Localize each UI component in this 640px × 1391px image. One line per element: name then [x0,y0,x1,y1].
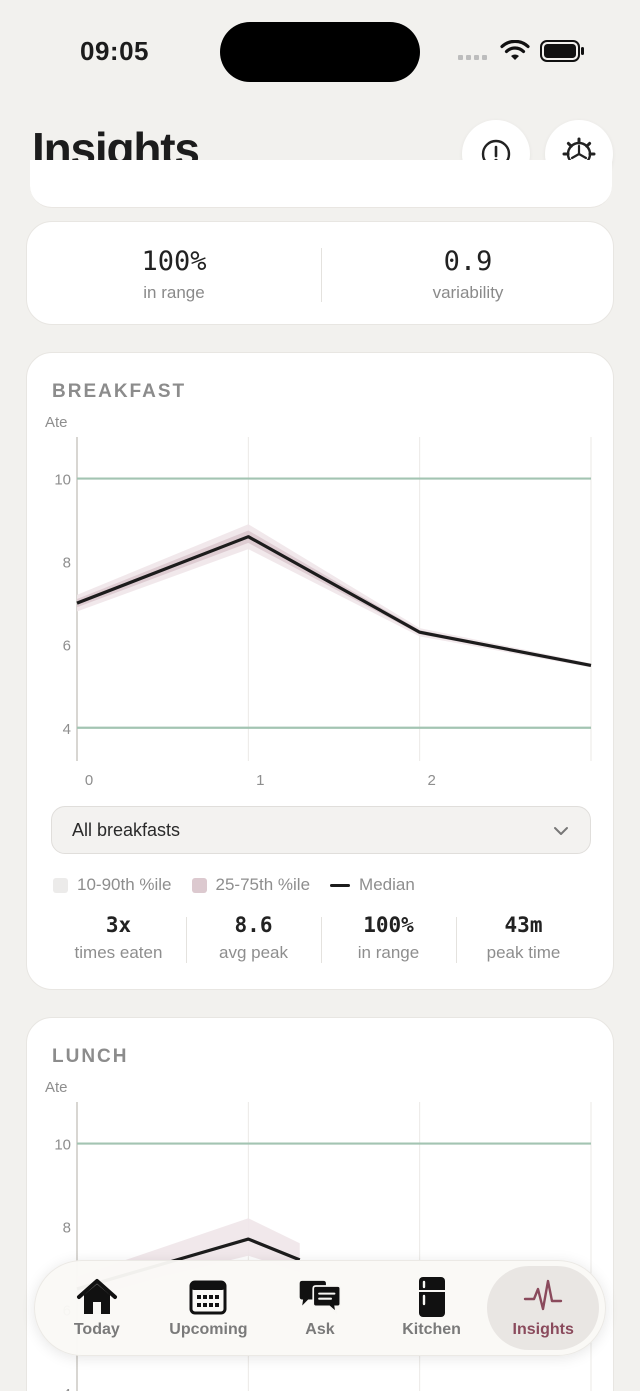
legend-swatch [330,883,351,887]
chart-legend: 10-90th %ile 25-75th %ile Median [53,875,435,895]
legend-label: Median [359,875,415,894]
median-line [76,535,592,668]
tab-label: Upcoming [169,1321,248,1338]
chevron-down-icon [554,827,568,835]
cellular-signal-icon [458,55,487,60]
meal-stats: 3x times eaten 8.6 avg peak 100% in rang… [51,913,591,969]
y-axis-title: Ate [45,414,68,431]
legend-swatch [53,877,68,893]
tab-ask[interactable]: Ask [264,1266,376,1350]
breakfast-card: BREAKFAST Ate 4 6 8 10 0 1 2 All breakfasts 10-… [26,352,614,990]
meal-filter-value: All breakfasts [72,819,181,840]
legend-iqr-band: 25-75th %ile [191,875,311,895]
legend-median: Median [330,875,415,895]
stat-peak-time: 43m peak time [456,913,591,969]
variability-value: 0.9 [443,246,493,277]
y-tick-label: 8 [63,1220,71,1237]
percentile-band [77,524,591,668]
x-tick-label: 0 [85,772,93,789]
tab-label: Ask [305,1321,335,1338]
status-bar: 09:05 [0,0,640,100]
percentile-band [77,530,591,667]
status-time: 09:05 [80,36,149,66]
in-range-value: 100% [141,246,207,277]
stat-label: times eaten [74,943,163,962]
divider [321,248,322,302]
calendar-icon [186,1277,230,1317]
in-range-summary: 100% in range [27,222,321,326]
wifi-icon [500,40,530,60]
home-icon [75,1277,119,1317]
stat-in-range: 100% in range [321,913,456,969]
fridge-icon [410,1277,454,1317]
summary-card: 100% in range 0.9 variability [26,221,614,325]
legend-label: 25-75th %ile [215,875,311,894]
x-tick-label: 2 [427,772,435,789]
variability-label: variability [432,283,504,302]
stat-value: 8.6 [234,913,273,937]
y-tick-label: 10 [54,1137,71,1154]
chat-icon [298,1277,342,1317]
stat-times-eaten: 3x times eaten [51,913,186,969]
battery-icon [540,40,584,62]
y-axis-title: Ate [45,1079,68,1096]
stat-value: 3x [105,913,132,937]
tab-today[interactable]: Today [41,1266,153,1350]
previous-card-edge [30,160,612,208]
breakfast-chart: Ate 4 6 8 10 0 1 2 [45,414,592,789]
tab-label: Kitchen [402,1321,461,1338]
in-range-label: in range [143,283,205,302]
meal-title: BREAKFAST [52,381,187,402]
stat-value: 43m [504,913,543,937]
tab-insights[interactable]: Insights [487,1266,599,1350]
y-tick-label: 6 [63,638,71,655]
legend-label: 10-90th %ile [77,875,172,894]
y-tick-label: 4 [63,1386,71,1391]
y-tick-label: 8 [63,555,71,572]
pulse-icon [521,1277,565,1317]
y-tick-label: 4 [63,721,71,738]
variability-summary: 0.9 variability [321,222,615,326]
stat-value: 100% [363,913,414,937]
tab-bar: Today Upcoming Ask [34,1260,606,1356]
tab-upcoming[interactable]: Upcoming [153,1266,265,1350]
stat-avg-peak: 8.6 avg peak [186,913,321,969]
x-tick-label: 1 [256,772,264,789]
legend-outer-band: 10-90th %ile [53,875,172,895]
tab-label: Today [73,1321,120,1338]
stat-label: in range [357,943,420,962]
tab-label: Insights [512,1321,574,1338]
meal-filter-select[interactable]: All breakfasts [51,806,591,854]
legend-swatch [191,877,207,893]
meal-title: LUNCH [52,1046,129,1067]
dynamic-island [220,22,420,82]
stat-label: avg peak [219,943,288,962]
tab-kitchen[interactable]: Kitchen [376,1266,488,1350]
y-tick-label: 10 [54,472,71,489]
stat-label: peak time [486,943,561,962]
